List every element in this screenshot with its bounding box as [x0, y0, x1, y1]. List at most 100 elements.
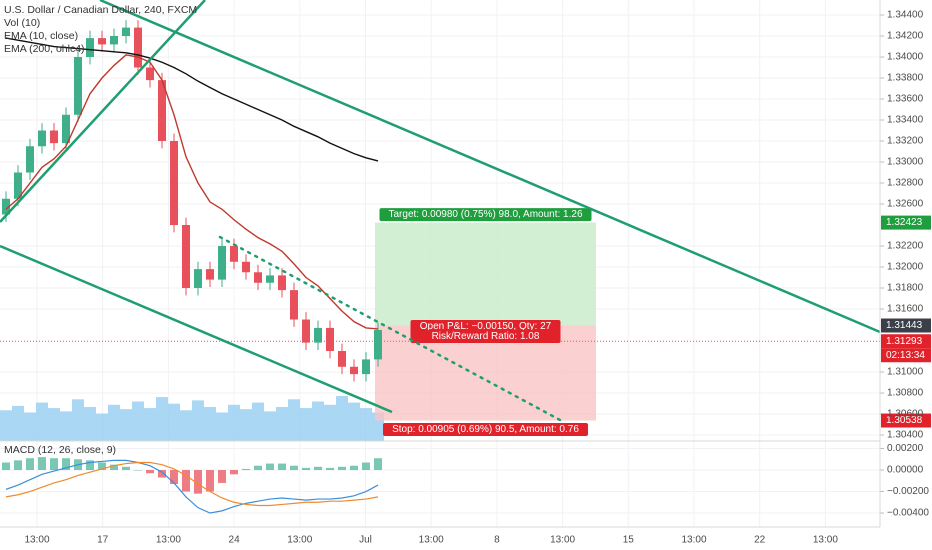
macd-hist-bar: [122, 466, 130, 471]
x-tick-label: 13:00: [24, 535, 49, 546]
x-tick-label: Jul: [359, 535, 372, 546]
volume-bar: [336, 396, 348, 441]
x-tick-label: 13:00: [156, 535, 181, 546]
macd-hist-bar: [14, 460, 22, 471]
macd-hist-bar: [278, 463, 286, 471]
line-series: [5, 54, 379, 330]
volume-bar: [144, 408, 156, 441]
y-tick-label: 1.32200: [887, 241, 924, 252]
candle-body: [314, 327, 322, 343]
line-series: [5, 459, 379, 514]
macd-hist-bar: [182, 470, 190, 492]
y-tick-label: 1.33600: [887, 94, 924, 105]
candle-body: [374, 330, 382, 360]
legend-entry: EMA (200, ohlc4): [4, 43, 85, 55]
y-tick-label: 1.31800: [887, 283, 924, 294]
macd-hist-bar: [2, 462, 10, 471]
volume-bar: [24, 412, 36, 441]
price-tag-label: 1.31293: [886, 336, 923, 347]
macd-hist-bar: [170, 470, 178, 484]
macd-hist-bar: [158, 470, 166, 478]
y-tick-label: 1.33200: [887, 136, 924, 147]
y-tick-label: 1.31600: [887, 304, 924, 315]
candle-body: [50, 130, 58, 144]
macd-hist-bar: [62, 458, 70, 471]
candle-body: [86, 38, 94, 58]
position-tool: Target: 0.00980 (0.75%) 98.0, Amount: 1.…: [0, 208, 880, 437]
macd-hist-bar: [194, 470, 202, 494]
volume-bar: [72, 399, 84, 441]
candle-body: [218, 246, 226, 280]
candle-body: [266, 275, 274, 283]
price-tag-label: 1.31443: [886, 320, 923, 331]
volume-bar: [48, 408, 60, 441]
x-tick-label: 15: [623, 535, 635, 546]
price-tag: [881, 413, 931, 428]
position-label: Target: 0.00980 (0.75%) 98.0, Amount: 1.…: [388, 209, 582, 220]
candle-body: [158, 80, 166, 142]
y-tick-label: −0.00200: [887, 486, 929, 497]
candle-body: [110, 36, 118, 45]
candle-body: [290, 290, 298, 320]
candle-body: [350, 366, 358, 375]
trendline: [99, 0, 881, 334]
y-tick-label: −0.00400: [887, 508, 929, 519]
macd-hist-bar: [362, 462, 370, 471]
volume-bar: [276, 406, 288, 441]
label-box: [379, 208, 592, 222]
macd-hist-bar: [314, 466, 322, 471]
price-tag-label: 02:13:34: [886, 350, 925, 361]
candle-body: [338, 351, 346, 367]
label-box: [410, 320, 561, 333]
macd-hist-bar: [26, 458, 34, 471]
price-tag: [881, 348, 931, 363]
line-series: [5, 461, 379, 507]
x-tick-label: 24: [229, 535, 241, 546]
candle-body: [134, 27, 142, 68]
macd-hist-bar: [266, 463, 274, 471]
candle-body: [98, 38, 106, 45]
trendline: [0, 244, 393, 414]
candle-body: [278, 275, 286, 291]
y-tick-label: 0.00000: [887, 465, 924, 476]
target-zone: [375, 222, 596, 326]
x-tick-label: 22: [754, 535, 766, 546]
label-box: [410, 330, 561, 343]
position-label: Stop: 0.00905 (0.69%) 90.5, Amount: 0.76: [392, 424, 579, 435]
macd-hist-bar: [110, 464, 118, 471]
volume-bar: [252, 402, 264, 441]
label-box: [383, 423, 588, 437]
macd-hist-bar: [230, 470, 238, 475]
volume: [0, 396, 384, 441]
candle-body: [230, 246, 238, 262]
y-tick-label: 1.32600: [887, 199, 924, 210]
y-tick-label: 1.31000: [887, 367, 924, 378]
candle-body: [14, 172, 22, 199]
price-tag: [881, 334, 931, 349]
candle-body: [2, 198, 10, 215]
volume-bar: [240, 409, 252, 441]
x-tick-label: 13:00: [681, 535, 706, 546]
x-tick-label: 13:00: [813, 535, 838, 546]
price-tag: [881, 215, 931, 230]
y-tick-label: 1.32000: [887, 262, 924, 273]
price-tags: 1.32423 1.31443 1.31293 02:13:34 1.30538: [881, 215, 931, 428]
candle-body: [254, 272, 262, 283]
candle-body: [326, 327, 334, 352]
y-tick-label: 1.34000: [887, 52, 924, 63]
volume-bar: [60, 411, 72, 441]
macd-hist-bar: [242, 468, 250, 471]
macd-title: MACD (12, 26, close, 9): [4, 444, 116, 456]
volume-bar: [36, 402, 48, 441]
x-tick-label: 8: [494, 535, 500, 546]
y-tick-label: 1.30600: [887, 409, 924, 420]
candle-body: [206, 269, 214, 280]
y-tick-label: 1.30400: [887, 430, 924, 441]
volume-bar: [324, 404, 336, 441]
price-tag-label: 1.32423: [886, 217, 923, 228]
line-series: [5, 37, 379, 162]
plot: [2, 20, 382, 514]
volume-bar: [12, 405, 24, 441]
volume-bar: [96, 413, 108, 441]
